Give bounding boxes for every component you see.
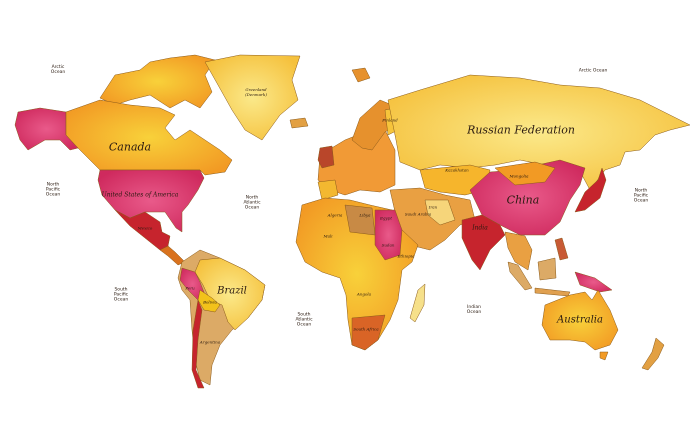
region-libya [344, 204, 376, 236]
region-canada [65, 99, 233, 176]
region-iberia [317, 179, 339, 201]
region-iceland [289, 117, 309, 129]
region-new-guinea [574, 271, 613, 293]
label-mali: Mali [323, 233, 333, 239]
label-usa: United States of America [101, 191, 179, 199]
region-japan [574, 167, 607, 213]
region-arctic-islands [99, 54, 216, 109]
region-new-zealand [641, 337, 665, 371]
label-ethiopia: Ethiopia [397, 253, 415, 259]
label-brazil: Brazil [217, 285, 247, 297]
label-saudi-arabia: Saudi Arabia [404, 211, 432, 217]
region-india [461, 214, 506, 271]
region-se-asia [504, 231, 533, 271]
label-libya: Libya [359, 212, 371, 218]
region-alaska [14, 107, 79, 151]
label-canada: Canada [108, 140, 152, 154]
region-chile [191, 299, 205, 389]
label-bolivia: Bolivia [203, 299, 217, 305]
region-mexico [114, 209, 171, 251]
label-south-pacific: South Pacific Ocean [113, 287, 129, 303]
region-central-america [159, 245, 186, 266]
region-borneo [537, 257, 557, 281]
label-north-pacific-right: North Pacific Ocean [633, 188, 649, 204]
label-algeria: Algeria [327, 212, 343, 218]
label-argentina: Argentina [199, 339, 221, 345]
region-uk [317, 145, 335, 169]
label-egypt: Egypt [380, 215, 392, 221]
region-greenland [204, 54, 301, 141]
region-indonesia-2 [534, 287, 571, 297]
region-australia [541, 289, 619, 351]
label-south-atlantic: South Atlantic Ocean [295, 312, 313, 328]
label-greenland: Greenland (Denmark) [245, 87, 267, 97]
label-north-atlantic: North Atlantic Ocean [243, 195, 261, 211]
label-arctic-ocean-right: Arctic Ocean [578, 68, 608, 74]
label-arctic-ocean-left: Arctic Ocean [50, 65, 66, 75]
label-iran: Iran [428, 204, 438, 210]
label-australia: Australia [557, 314, 603, 326]
label-china: China [506, 193, 540, 207]
region-svalbard [351, 67, 371, 83]
region-brazil [194, 257, 266, 331]
label-mexico: Mexico [137, 225, 153, 231]
label-indian-ocean: Indian Ocean [466, 305, 482, 315]
label-kazakhstan: Kazakhstan [445, 167, 469, 173]
label-india: India [472, 224, 488, 232]
region-indonesia-1 [507, 261, 533, 291]
label-finland: Finland [382, 117, 398, 123]
region-mongolia [494, 161, 556, 186]
region-south-africa [351, 314, 386, 351]
label-peru: Peru [185, 285, 195, 291]
region-madagascar [409, 283, 426, 323]
region-iran [424, 199, 456, 226]
label-sudan: Sudan [381, 242, 395, 248]
label-north-pacific-left: North Pacific Ocean [45, 182, 61, 198]
label-angola: Angola [356, 291, 372, 297]
label-south-africa: South Africa [353, 326, 379, 332]
region-philippines [554, 237, 569, 261]
region-russia [387, 74, 691, 191]
region-usa [97, 169, 205, 233]
label-russia: Russian Federation [467, 123, 575, 137]
region-tasmania [599, 351, 609, 361]
region-egypt-sudan [374, 209, 403, 261]
label-mongolia: Mongolia [509, 173, 529, 179]
